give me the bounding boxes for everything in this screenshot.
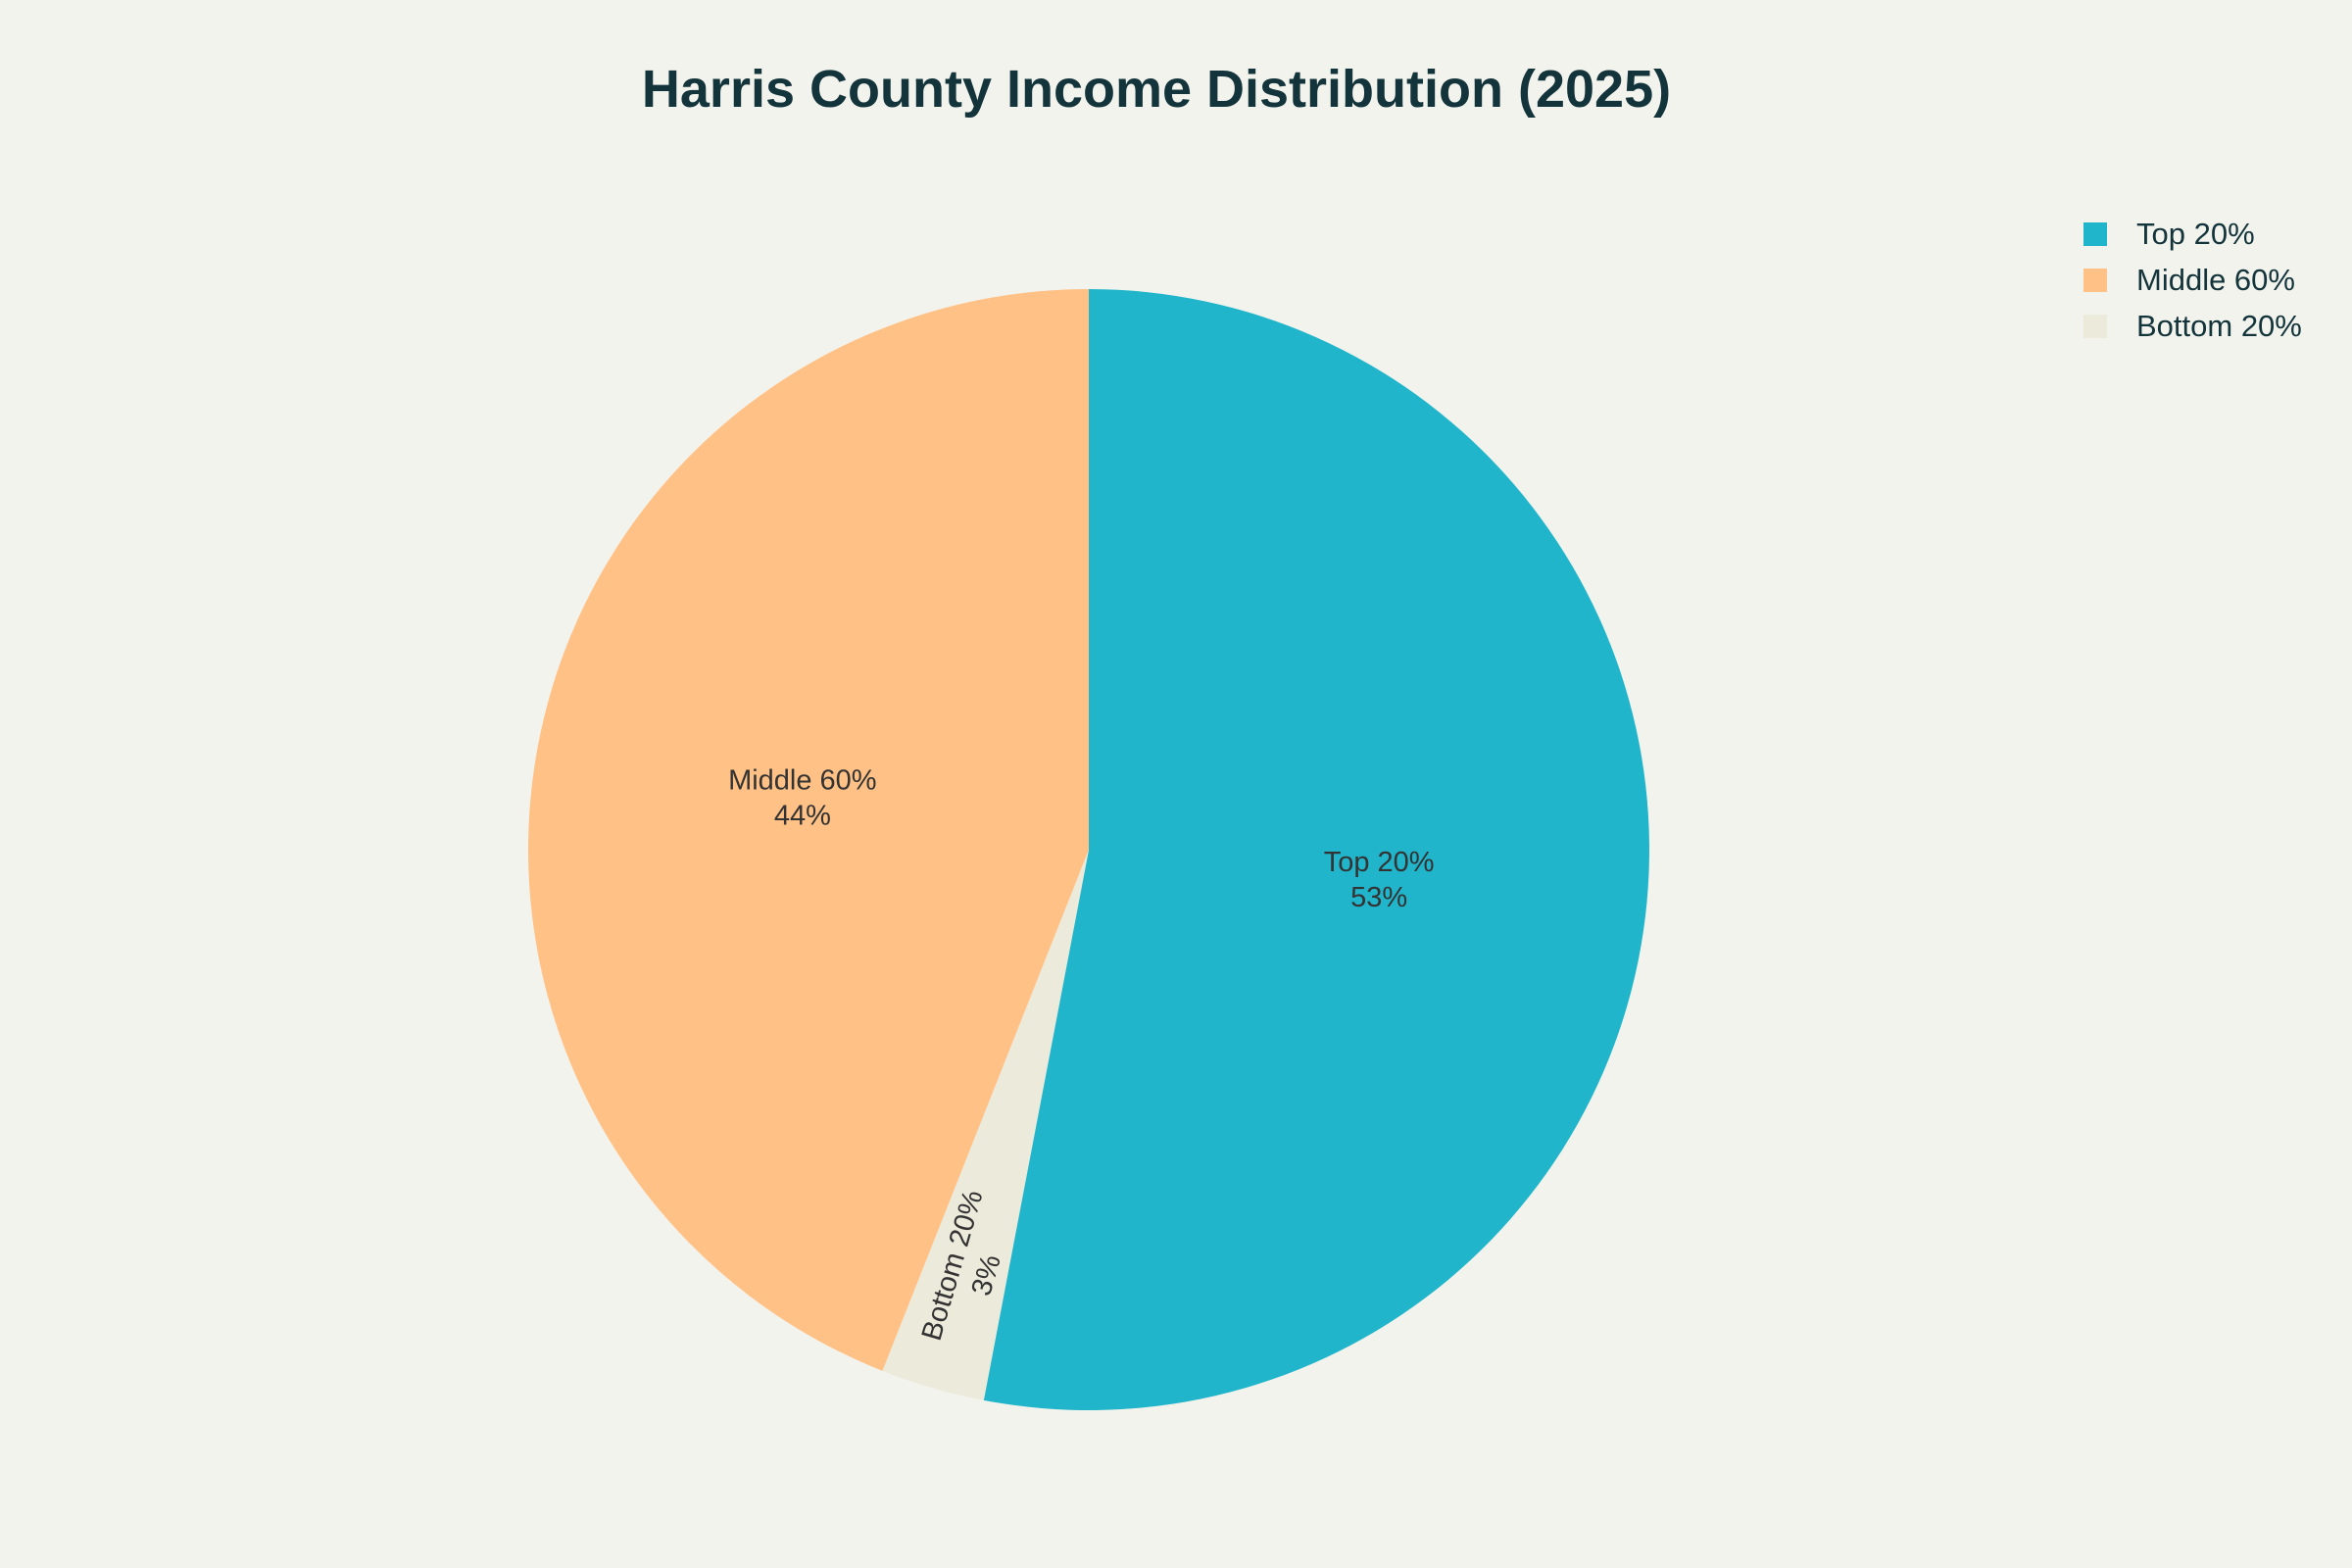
legend: Top 20% Middle 60% Bottom 20% (2083, 211, 2302, 349)
slice-label-value: 44% (774, 800, 831, 831)
slice-label: Middle 60% 44% (728, 764, 877, 831)
slice-label: Top 20% 53% (1324, 847, 1435, 913)
legend-swatch (2083, 268, 2107, 292)
pie-slice[interactable] (882, 850, 1089, 1400)
slice-label-name: Middle 60% (728, 764, 877, 796)
legend-item[interactable]: Bottom 20% (2083, 303, 2302, 349)
pie-slice[interactable] (983, 289, 1650, 1410)
pie-slice[interactable] (528, 288, 1089, 1371)
legend-swatch (2083, 221, 2107, 246)
legend-label: Top 20% (2136, 216, 2255, 251)
legend-item[interactable]: Top 20% (2083, 211, 2302, 257)
slice-label-name: Top 20% (1324, 847, 1435, 878)
chart-title: Harris County Income Distribution (2025) (641, 60, 1672, 119)
slice-label-value: 53% (1350, 882, 1407, 913)
legend-label: Middle 60% (2136, 262, 2295, 297)
legend-label: Bottom 20% (2136, 308, 2302, 343)
legend-item[interactable]: Middle 60% (2083, 257, 2302, 303)
legend-swatch (2083, 314, 2107, 338)
